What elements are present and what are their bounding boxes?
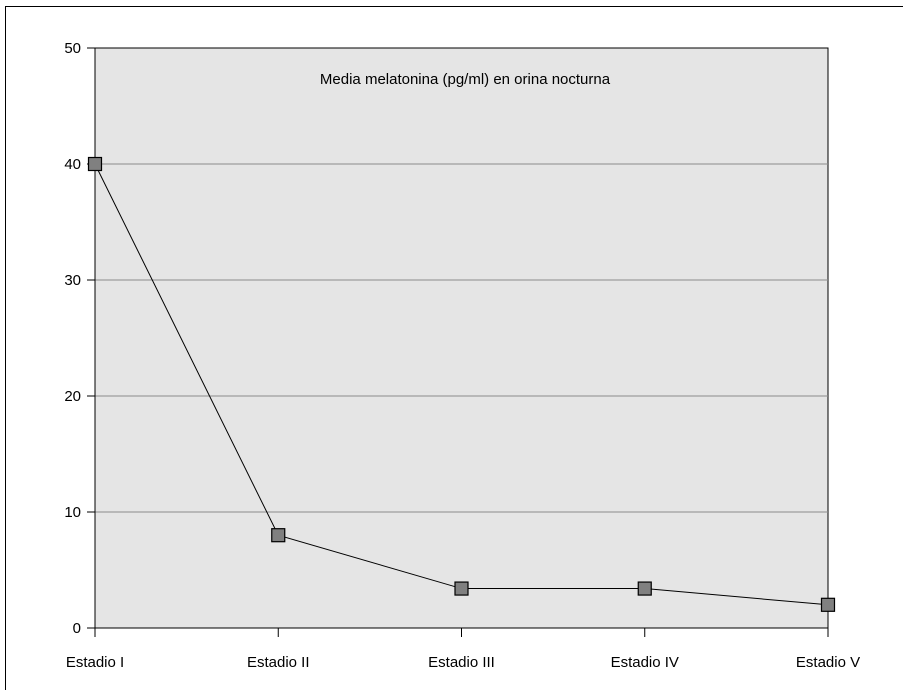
y-tick-label: 30 [64, 272, 81, 289]
x-tick-label: Estadio II [247, 654, 310, 671]
data-point-marker [272, 529, 285, 542]
y-tick-label: 10 [64, 504, 81, 521]
x-tick-label: Estadio V [796, 654, 860, 671]
data-point-marker [89, 158, 102, 171]
plot-area [95, 48, 828, 628]
x-tick-label: Estadio III [428, 654, 495, 671]
y-tick-label: 20 [64, 388, 81, 405]
y-tick-label: 40 [64, 156, 81, 173]
x-tick-label: Estadio IV [611, 654, 679, 671]
data-point-marker [638, 582, 651, 595]
chart-title: Media melatonina (pg/ml) en orina noctur… [320, 71, 611, 88]
data-point-marker [822, 598, 835, 611]
y-tick-labels: 0 10 20 30 40 50 [64, 40, 81, 637]
y-tick-label: 50 [64, 40, 81, 57]
x-tick-labels: Estadio I Estadio II Estadio III Estadio IV… [66, 654, 860, 671]
data-point-marker [455, 582, 468, 595]
x-tick-label: Estadio I [66, 654, 124, 671]
y-tick-label: 0 [73, 620, 81, 637]
